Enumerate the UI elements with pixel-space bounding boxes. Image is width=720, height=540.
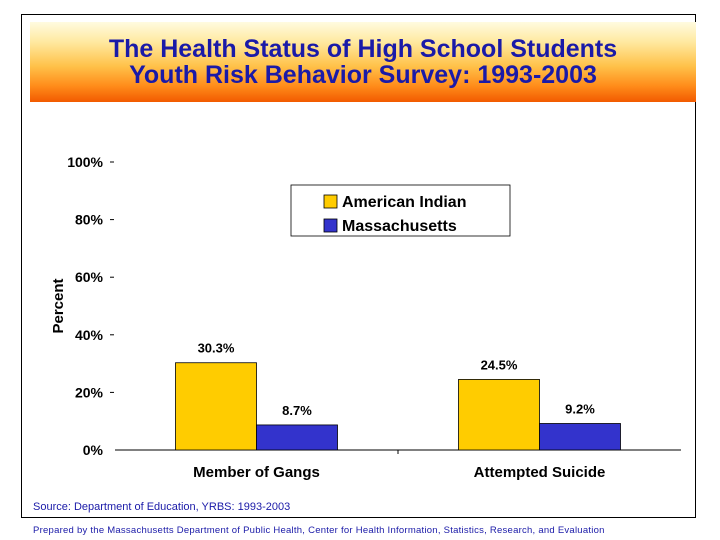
data-label: 30.3% (198, 341, 235, 356)
legend-swatch (323, 194, 338, 209)
bar-massachusetts (539, 423, 621, 451)
slide-title: The Health Status of High School Student… (30, 36, 696, 88)
bar-american-indian (175, 362, 257, 451)
legend-label: American Indian (342, 194, 466, 211)
y-axis-title: Percent (50, 278, 67, 333)
bar-massachusetts (256, 424, 338, 451)
source-note: Source: Department of Education, YRBS: 1… (33, 501, 291, 513)
y-tick-label: 40% (75, 327, 104, 343)
bar-american-indian (458, 379, 540, 451)
legend-swatch (323, 218, 338, 233)
legend-label: Massachusetts (342, 218, 457, 235)
title-line-1: The Health Status of High School Student… (108, 35, 618, 63)
title-banner (30, 22, 696, 102)
title-line-2: Youth Risk Behavior Survey: 1993-2003 (129, 61, 597, 89)
y-tick-label: 80% (75, 212, 104, 228)
x-category-label: Member of Gangs (193, 464, 320, 481)
y-tick-label: 20% (75, 384, 104, 400)
data-label: 8.7% (282, 403, 312, 418)
y-tick-label: 100% (67, 154, 103, 170)
y-tick-label: 0% (83, 442, 104, 458)
data-label: 24.5% (481, 357, 518, 372)
y-tick-label: 60% (75, 269, 104, 285)
x-category-label: Attempted Suicide (474, 464, 606, 481)
data-label: 9.2% (565, 402, 595, 417)
footer-credit: Prepared by the Massachusetts Department… (33, 525, 605, 536)
